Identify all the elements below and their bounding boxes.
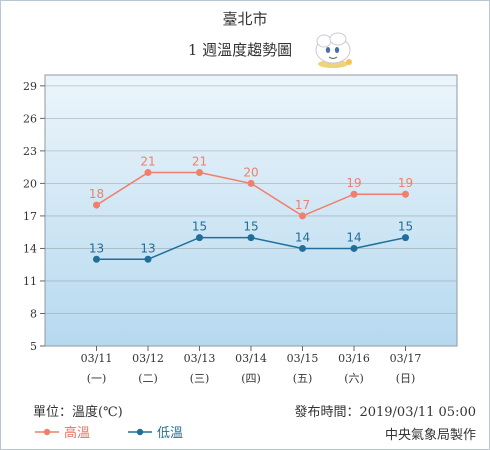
x-tick-label: 03/17: [390, 352, 422, 365]
x-tick-label: 03/11: [81, 352, 113, 365]
data-point-low: [93, 255, 100, 263]
data-point-high: [247, 179, 255, 187]
data-point-low: [144, 255, 152, 263]
y-tick-label: 5: [30, 340, 37, 353]
y-tick-label: 20: [23, 177, 37, 190]
y-tick-label: 8: [30, 307, 37, 320]
data-label-low: 15: [398, 220, 413, 234]
y-tick-label: 23: [23, 145, 37, 158]
x-tick-label: 03/12: [132, 352, 164, 365]
x-weekday-label: (一): [87, 372, 107, 385]
y-tick-label: 14: [23, 242, 37, 255]
data-label-low: 13: [89, 241, 104, 255]
chart-title: 臺北市: [222, 10, 268, 28]
data-point-high: [196, 169, 203, 177]
x-weekday-label: (日): [396, 372, 416, 385]
data-point-high: [402, 190, 409, 198]
data-label-low: 15: [192, 220, 207, 234]
issued-time: 發布時間：2019/03/11 05:00: [294, 405, 476, 420]
x-axis-ticks: 03/11 (一) 03/12 (二) 03/13 (三) 03/14 (四) 03/15 (五)…: [81, 346, 422, 385]
data-label-low: 14: [346, 230, 361, 244]
legend-marker-high: [35, 428, 59, 435]
data-label-low: 14: [295, 230, 310, 244]
plot-area: [44, 74, 458, 347]
data-label-high: 19: [398, 176, 413, 190]
data-label-low: 13: [140, 241, 155, 255]
x-weekday-label: (四): [241, 372, 261, 385]
x-tick-label: 03/13: [184, 352, 216, 365]
x-tick-label: 03/16: [338, 352, 370, 365]
x-weekday-label: (六): [344, 372, 364, 385]
y-tick-label: 17: [23, 210, 37, 223]
legend-label-high: 高溫: [64, 426, 91, 441]
y-tick-label: 29: [23, 80, 37, 93]
data-point-high: [350, 190, 358, 198]
data-point-low: [196, 234, 203, 242]
legend-label-low: 低溫: [157, 426, 184, 441]
data-point-low: [247, 234, 255, 242]
data-point-low: [402, 234, 409, 242]
agency-credit: 中央氣象局製作: [384, 428, 476, 443]
y-tick-label: 11: [23, 275, 37, 288]
data-point-low: [299, 244, 306, 252]
data-point-high: [144, 169, 152, 177]
data-label-high: 19: [346, 176, 361, 190]
cloud-mascot-icon: [315, 32, 352, 68]
data-label-low: 15: [243, 220, 258, 234]
data-point-high: [299, 212, 306, 220]
x-weekday-label: (二): [138, 372, 158, 385]
legend-item-high: 高溫: [34, 422, 90, 441]
legend-marker-low: [128, 428, 152, 435]
unit-label: 單位：溫度(℃): [33, 405, 123, 420]
x-tick-label: 03/15: [287, 352, 319, 365]
data-label-high: 20: [243, 165, 258, 179]
y-tick-label: 26: [23, 112, 37, 125]
y-axis-ticks: 5 8 11 14 17 20 23 26 29: [23, 80, 45, 353]
x-tick-label: 03/14: [235, 352, 267, 365]
temperature-chart: 5 8 11 14 17 20 23 26 29 03/11 (一) 03/12 (二) 03/13 (三…: [23, 74, 458, 385]
data-label-high: 21: [192, 155, 207, 169]
data-label-high: 21: [140, 155, 155, 169]
data-label-high: 17: [295, 198, 310, 212]
chart-subtitle: 1 週溫度趨勢圖: [187, 41, 293, 59]
x-weekday-label: (五): [293, 372, 313, 385]
legend-item-low: 低溫: [127, 422, 183, 441]
data-label-high: 18: [89, 187, 104, 201]
data-point-low: [350, 244, 358, 252]
x-weekday-label: (三): [190, 372, 210, 385]
data-point-high: [93, 201, 100, 209]
series-lines: 18 21 21 20 17 19 19 13 13 15 15 14 14 15: [89, 155, 413, 263]
